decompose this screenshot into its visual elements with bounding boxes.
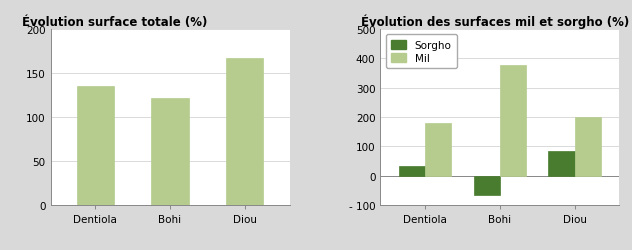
Bar xyxy=(474,176,500,196)
Bar xyxy=(574,118,600,176)
Text: Évolution surface totale (%): Évolution surface totale (%) xyxy=(22,16,207,29)
Bar xyxy=(549,151,574,176)
Bar xyxy=(425,124,451,176)
Bar xyxy=(152,98,189,205)
Bar xyxy=(76,87,114,205)
Bar xyxy=(226,59,264,205)
Text: Évolution des surfaces mil et sorgho (%): Évolution des surfaces mil et sorgho (%) xyxy=(362,14,629,29)
Bar xyxy=(399,166,425,176)
Legend: Sorgho, Mil: Sorgho, Mil xyxy=(386,35,457,69)
Bar xyxy=(500,66,526,176)
